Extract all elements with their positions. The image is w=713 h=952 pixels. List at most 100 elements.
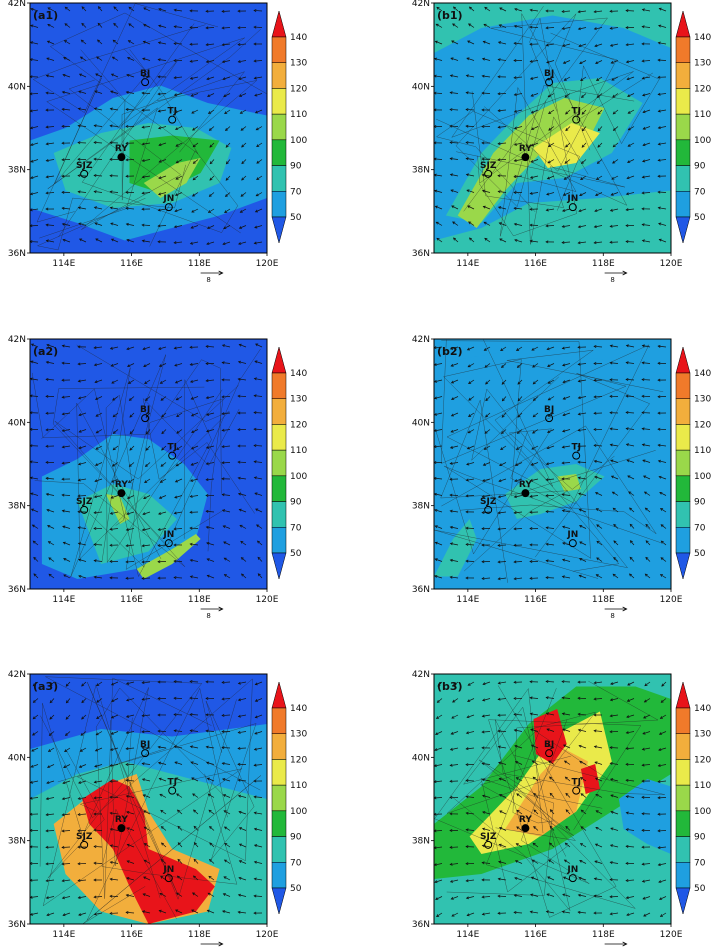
lat-tick-label: 42N <box>412 335 430 345</box>
reference-vector-label: 8 <box>610 276 614 284</box>
colorbar-box <box>676 476 690 502</box>
colorbar-level-label: 140 <box>694 369 711 379</box>
station-label: RY <box>115 480 128 490</box>
colorbar-box <box>272 166 286 192</box>
lon-tick-label: 116E <box>524 930 547 940</box>
colorbar-box <box>676 37 690 63</box>
lon-tick-label: 118E <box>188 595 211 605</box>
lat-tick-label: 42N <box>8 670 26 680</box>
station-label: SJZ <box>76 497 93 507</box>
station-label: SJZ <box>480 497 497 507</box>
lon-tick-label: 116E <box>524 595 547 605</box>
lon-tick-label: 118E <box>592 595 615 605</box>
colorbar-level-label: 130 <box>694 730 711 740</box>
lat-tick-label: 42N <box>412 0 430 9</box>
colorbar-level-label: 50 <box>290 213 302 223</box>
colorbar-box <box>676 424 690 450</box>
station-label: RY <box>115 815 128 825</box>
colorbar-box <box>676 399 690 425</box>
colorbar-box <box>272 527 286 553</box>
lon-tick-label: 114E <box>52 930 75 940</box>
colorbar-level-label: 90 <box>290 498 302 508</box>
lat-tick-label: 42N <box>412 670 430 680</box>
colorbar-box <box>272 373 286 399</box>
colorbar-level-label: 110 <box>694 781 711 791</box>
colorbar-level-label: 140 <box>290 369 307 379</box>
panel-label: (b1) <box>437 9 463 22</box>
colorbar-top-triangle <box>676 682 690 708</box>
station-label: TJ <box>167 778 177 788</box>
panel-label: (a3) <box>33 680 58 693</box>
colorbar-level-label: 120 <box>694 420 711 430</box>
colorbar-box <box>272 785 286 811</box>
lat-tick-label: 36N <box>8 249 26 259</box>
reference-vector-label: 8 <box>206 612 210 620</box>
colorbar-box <box>272 399 286 425</box>
colorbar-level-label: 50 <box>290 884 302 894</box>
colorbar-level-label: 50 <box>694 884 706 894</box>
lat-tick-label: 40N <box>8 418 26 428</box>
colorbar-top-triangle <box>676 11 690 37</box>
colorbar-box <box>676 785 690 811</box>
colorbar-box <box>676 140 690 166</box>
shaded-field-b2 <box>434 339 671 589</box>
lon-tick-label: 120E <box>660 930 683 940</box>
colorbar-bottom-triangle <box>676 888 690 914</box>
colorbar-level-label: 90 <box>290 162 302 172</box>
lon-tick-label: 114E <box>52 259 75 269</box>
reference-vector-label: 8 <box>206 276 210 284</box>
station-label: RY <box>519 144 532 154</box>
colorbar-top-triangle <box>272 347 286 373</box>
colorbar-level-label: 100 <box>694 472 711 482</box>
colorbar-box <box>272 837 286 863</box>
colorbar-level-label: 140 <box>694 704 711 714</box>
lat-tick-label: 36N <box>412 249 430 259</box>
station-label: TJ <box>167 107 177 117</box>
panel-label: (a2) <box>33 345 58 358</box>
colorbar-box <box>272 708 286 734</box>
colorbar-bottom-triangle <box>676 217 690 243</box>
colorbar-level-label: 90 <box>694 162 706 172</box>
colorbar-level-label: 130 <box>694 59 711 69</box>
lat-tick-label: 40N <box>8 82 26 92</box>
colorbar-box <box>676 166 690 192</box>
lon-tick-label: 118E <box>188 259 211 269</box>
lon-tick-label: 118E <box>592 930 615 940</box>
colorbar-bottom-triangle <box>272 888 286 914</box>
colorbar-box <box>272 88 286 114</box>
lat-tick-label: 38N <box>8 837 26 847</box>
colorbar-level-label: 140 <box>694 33 711 43</box>
station-label: BJ <box>140 405 150 415</box>
lat-tick-label: 36N <box>412 920 430 930</box>
colorbar-level-label: 140 <box>290 33 307 43</box>
station-label: JN <box>162 530 174 540</box>
colorbar-box <box>272 114 286 140</box>
lon-tick-label: 120E <box>256 930 279 940</box>
colorbar-box <box>676 450 690 476</box>
lon-tick-label: 116E <box>120 595 143 605</box>
colorbar-top-triangle <box>272 11 286 37</box>
colorbar-level-label: 130 <box>290 395 307 405</box>
panel-label: (a1) <box>33 9 58 22</box>
colorbar-level-label: 70 <box>290 858 302 868</box>
station-label: JN <box>162 194 174 204</box>
lat-tick-label: 36N <box>412 585 430 595</box>
station-label: SJZ <box>76 161 93 171</box>
station-label: TJ <box>571 443 581 453</box>
lat-tick-label: 38N <box>412 837 430 847</box>
colorbar-bottom-triangle <box>676 553 690 579</box>
station-marker <box>118 154 125 161</box>
colorbar-level-label: 90 <box>694 498 706 508</box>
colorbar-box <box>272 450 286 476</box>
station-label: JN <box>566 530 578 540</box>
lat-tick-label: 36N <box>8 585 26 595</box>
colorbar-level-label: 100 <box>290 472 307 482</box>
colorbar-box <box>272 424 286 450</box>
lon-tick-label: 114E <box>456 930 479 940</box>
colorbar-box <box>272 862 286 888</box>
colorbar-level-label: 50 <box>694 213 706 223</box>
colorbar-level-label: 130 <box>290 59 307 69</box>
